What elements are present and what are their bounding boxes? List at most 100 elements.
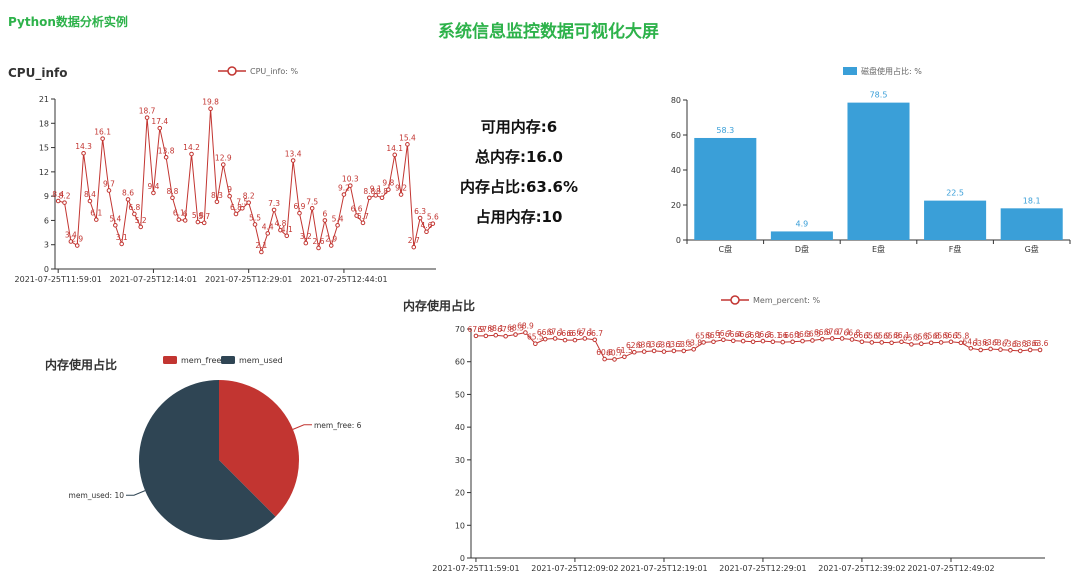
mem-data-label: 63.6 xyxy=(1032,339,1049,348)
disk-bar xyxy=(694,137,757,240)
mem-data-point xyxy=(661,349,667,354)
mem-data-label: 66.1 xyxy=(854,331,871,340)
mem-data-label: 66.3 xyxy=(755,330,772,339)
mem-data-point xyxy=(503,333,508,339)
memory-percent-line-chart: Mem_percent: % 0 10 20 30 40 50 60 70 2021-07-25T… xyxy=(432,295,1049,573)
mem-data-label: 67.1 xyxy=(547,327,564,336)
mem-data-label: 63.5 xyxy=(1002,339,1019,348)
cpu-data-point xyxy=(151,190,156,196)
disk-value-label: 78.5 xyxy=(870,91,888,100)
pie-slice-mem_free xyxy=(219,380,299,517)
mem-data-point xyxy=(572,337,578,343)
cpu-data-point xyxy=(278,227,283,233)
mem-data-point xyxy=(810,338,815,343)
pie-legend-text: mem_free xyxy=(181,356,221,365)
cpu-data-label: 8.4 xyxy=(52,190,64,199)
cpu-data-label: 16.1 xyxy=(94,128,111,137)
cpu-data-label: 2.9 xyxy=(71,235,83,244)
disk-value-label: 18.1 xyxy=(1023,196,1041,205)
cpu-data-label: 3.2 xyxy=(300,232,312,241)
cpu-data-label: 8.8 xyxy=(363,187,375,196)
disk-category-label: C盘 xyxy=(719,244,733,254)
mem-data-point xyxy=(820,336,825,342)
cpu-data-point xyxy=(163,154,169,160)
cpu-data-point xyxy=(113,222,118,228)
disk-bar xyxy=(1000,208,1063,240)
mem-data-label: 67.9 xyxy=(477,325,494,334)
cpu-data-label: 6.8 xyxy=(128,203,140,212)
mem-data-label: 63.3 xyxy=(666,340,683,349)
mem-data-point xyxy=(899,339,904,345)
cpu-data-point xyxy=(411,244,417,250)
mem-data-label: 66.8 xyxy=(844,328,861,337)
mem-data-point xyxy=(1017,348,1023,354)
cpu-y-tick-label: 6 xyxy=(44,216,49,225)
cpu-data-point xyxy=(373,193,378,198)
mem-data-point xyxy=(760,338,766,344)
disk-bar xyxy=(770,231,833,240)
memory-ratio-text: 内存占比:63.6% xyxy=(459,178,579,196)
mem-data-label: 65.9 xyxy=(863,331,880,340)
mem-data-label: 66.1 xyxy=(745,331,762,340)
mem-y-tick-label: 30 xyxy=(455,456,465,465)
cpu-data-point xyxy=(176,217,182,222)
cpu-data-point xyxy=(316,245,321,251)
mem-data-label: 66.6 xyxy=(567,329,584,338)
mem-data-point xyxy=(918,341,924,347)
mem-data-label: 67.9 xyxy=(468,325,485,334)
cpu-data-label: 5.4 xyxy=(332,214,344,223)
disk-bar xyxy=(924,200,987,240)
cpu-data-point xyxy=(170,195,175,201)
disk-value-label: 22.5 xyxy=(946,189,964,198)
mem-data-label: 63.3 xyxy=(646,340,663,349)
cpu-data-label: 4.1 xyxy=(281,225,293,234)
mem-data-point xyxy=(691,346,696,352)
disk-category-label: G盘 xyxy=(1025,244,1039,254)
cpu-y-tick-label: 18 xyxy=(39,119,49,128)
disk-legend-text: 磁盘使用占比: % xyxy=(861,66,922,76)
cpu-data-label: 14.2 xyxy=(183,143,200,152)
cpu-data-label: 8.3 xyxy=(211,191,223,200)
mem-data-label: 68.1 xyxy=(487,324,504,333)
mem-x-tick-label: 2021-07-25T12:29:01 xyxy=(719,564,806,573)
pie-label-line xyxy=(292,424,312,430)
cpu-data-label: 8.2 xyxy=(59,192,71,201)
mem-data-point xyxy=(780,339,786,345)
cpu-data-label: 9.7 xyxy=(103,179,115,188)
mem-data-label: 66.3 xyxy=(794,330,811,339)
cpu-data-point xyxy=(430,221,436,226)
mem-data-point xyxy=(1008,347,1013,353)
cpu-data-label: 14.3 xyxy=(75,142,92,151)
cpu-data-label: 19.8 xyxy=(202,98,219,107)
mem-data-point xyxy=(592,337,598,343)
mem-data-point xyxy=(928,340,934,346)
mem-data-point xyxy=(483,333,489,339)
mem-data-point xyxy=(869,340,875,345)
disk-y-tick-label: 20 xyxy=(671,201,681,210)
mem-data-point xyxy=(513,332,518,337)
mem-data-point xyxy=(958,340,964,346)
cpu-data-label: 18.7 xyxy=(139,107,156,116)
mem-data-point xyxy=(859,339,865,345)
cpu-data-label: 5.7 xyxy=(198,212,210,221)
cpu-data-point xyxy=(398,192,404,197)
mem-data-point xyxy=(988,346,993,352)
mem-data-label: 68.3 xyxy=(507,324,524,333)
memory-pie-chart: mem_free mem_used mem_free: 6 mem_used: 10 xyxy=(69,356,362,540)
mem-data-label: 66.1 xyxy=(764,331,781,340)
cpu-data-point xyxy=(335,222,340,228)
cpu-data-point xyxy=(246,200,251,205)
mem-data-point xyxy=(790,339,795,345)
cpu-data-label: 6.1 xyxy=(173,209,185,218)
mem-data-point xyxy=(622,354,627,360)
mem-data-point xyxy=(730,338,736,344)
mem-x-tick-label: 2021-07-25T12:49:02 xyxy=(907,564,994,573)
mem-data-point xyxy=(542,336,548,342)
cpu-data-point xyxy=(138,224,144,230)
mem-data-label: 65.3 xyxy=(903,333,920,342)
cpu-data-label: 15.4 xyxy=(399,133,416,142)
disk-category-label: E盘 xyxy=(872,244,885,254)
mem-data-point xyxy=(1037,347,1043,353)
cpu-y-tick-label: 9 xyxy=(44,192,49,201)
mem-data-point xyxy=(829,336,835,341)
